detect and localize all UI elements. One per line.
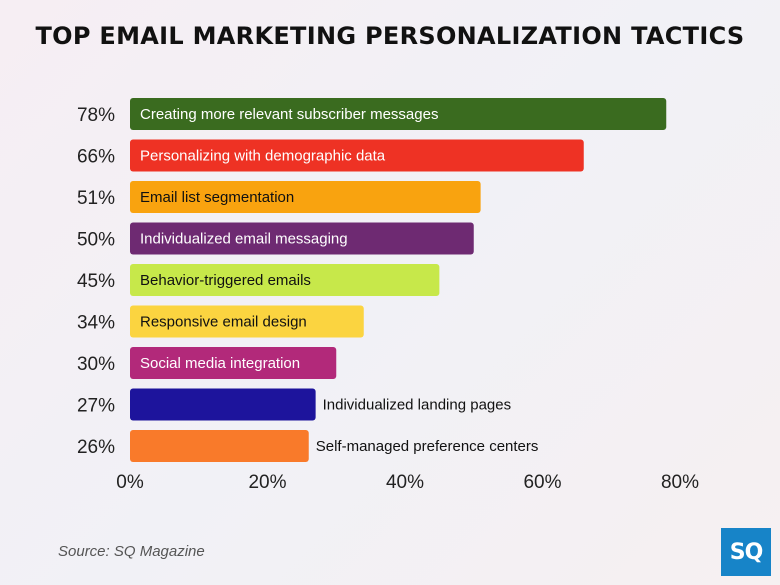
bar: [130, 264, 440, 296]
bar: [130, 139, 584, 172]
bar: [130, 347, 337, 379]
category-label: Individualized landing pages: [323, 397, 511, 414]
x-tick-label: 0%: [116, 472, 144, 493]
source-note: Source: SQ Magazine: [58, 543, 205, 560]
value-label: 34%: [77, 313, 115, 334]
value-label: 30%: [77, 354, 115, 375]
value-label: 78%: [77, 105, 115, 126]
value-label: 26%: [77, 437, 115, 458]
sq-logo: SQ: [721, 528, 771, 576]
bars-group: 78% Creating more relevant subscriber mes…: [77, 98, 667, 462]
bar: [130, 181, 481, 213]
x-tick-label: 20%: [248, 472, 286, 493]
chart-title: TOP EMAIL MARKETING PERSONALIZATION TACT…: [35, 22, 745, 50]
value-label: 51%: [77, 188, 115, 209]
bar: [130, 98, 667, 130]
category-label: Personalizing with demographic data: [140, 148, 386, 165]
value-label: 66%: [77, 147, 115, 168]
category-label: Self-managed preference centers: [316, 438, 539, 455]
bar: [130, 305, 364, 338]
value-label: 50%: [77, 230, 115, 251]
x-tick-label: 60%: [523, 472, 561, 493]
category-label: Behavior-triggered emails: [140, 272, 311, 289]
category-label: Creating more relevant subscriber messag…: [140, 106, 438, 123]
category-label: Responsive email design: [140, 314, 307, 331]
x-axis-ticks: 0% 20% 40% 60% 80%: [116, 472, 699, 493]
category-label: Email list segmentation: [140, 189, 294, 206]
x-tick-label: 40%: [386, 472, 424, 493]
value-label: 27%: [77, 396, 115, 417]
x-tick-label: 80%: [661, 472, 699, 493]
bar: [130, 430, 309, 462]
category-label: Social media integration: [140, 355, 300, 372]
bar: [130, 388, 316, 421]
category-label: Individualized email messaging: [140, 231, 348, 248]
bar: [130, 222, 474, 255]
value-label: 45%: [77, 271, 115, 292]
